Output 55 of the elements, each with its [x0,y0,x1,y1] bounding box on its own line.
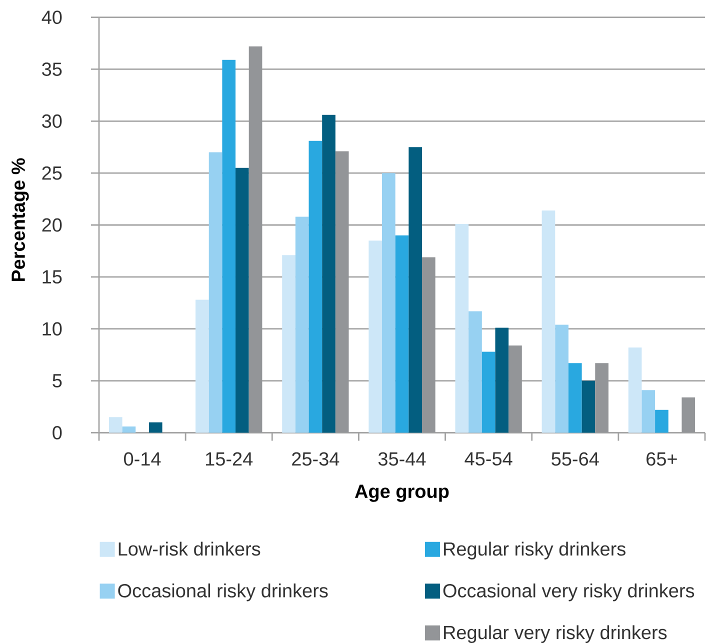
bar [148,422,162,433]
y-tick-label: 15 [42,270,62,284]
bar [642,390,656,433]
legend-label: Low-risk drinkers [118,542,260,556]
bar [282,255,296,433]
x-axis-title: Age group [354,484,449,502]
bar [208,152,222,433]
bar [222,60,236,433]
legend-label: Occasional risky drinkers [118,584,328,602]
y-tick-label: 30 [42,114,62,128]
bar [655,410,668,433]
bar [368,240,382,433]
legend-label: Regular risky drinkers [444,542,626,560]
bar [395,235,409,433]
bar [542,210,556,433]
x-tick-label: 15-24 [206,452,253,466]
bar [322,114,336,433]
bar [382,173,396,433]
bar [468,311,482,433]
bar [555,324,568,433]
bar [408,147,422,433]
y-tick-label: 25 [42,166,62,180]
y-tick-label: 5 [52,374,62,388]
bar [108,417,122,433]
bar [422,257,436,433]
y-axis-title: Percentage % [12,158,29,282]
bar [508,345,522,433]
y-tick-label: 40 [42,10,62,24]
bar [196,300,209,433]
x-tick-label: 35-44 [378,452,426,466]
x-tick-label: 25-34 [292,452,340,466]
bar [595,363,608,433]
bar [628,348,642,433]
bar [335,151,349,433]
y-tick-label: 0 [52,426,62,440]
legend-label: Regular very risky drinkers [444,625,667,643]
bar [455,224,469,433]
x-tick-label: 0-14 [124,452,161,466]
bar [308,140,322,433]
bar [568,363,582,433]
x-tick-label: 45-54 [464,452,512,466]
y-tick-label: 10 [42,322,62,336]
bar [236,168,249,433]
bar [295,216,309,433]
bar [248,46,262,433]
bar [495,328,509,433]
bar [482,352,496,433]
y-tick-label: 35 [42,62,62,76]
x-tick-label: 55-64 [552,452,599,466]
y-tick-label: 20 [42,218,62,232]
x-tick-label: 65+ [646,452,677,466]
legend-label: Occasional very risky drinkers [443,584,694,602]
bar [122,426,136,433]
bar [582,380,596,433]
bar [682,397,696,433]
